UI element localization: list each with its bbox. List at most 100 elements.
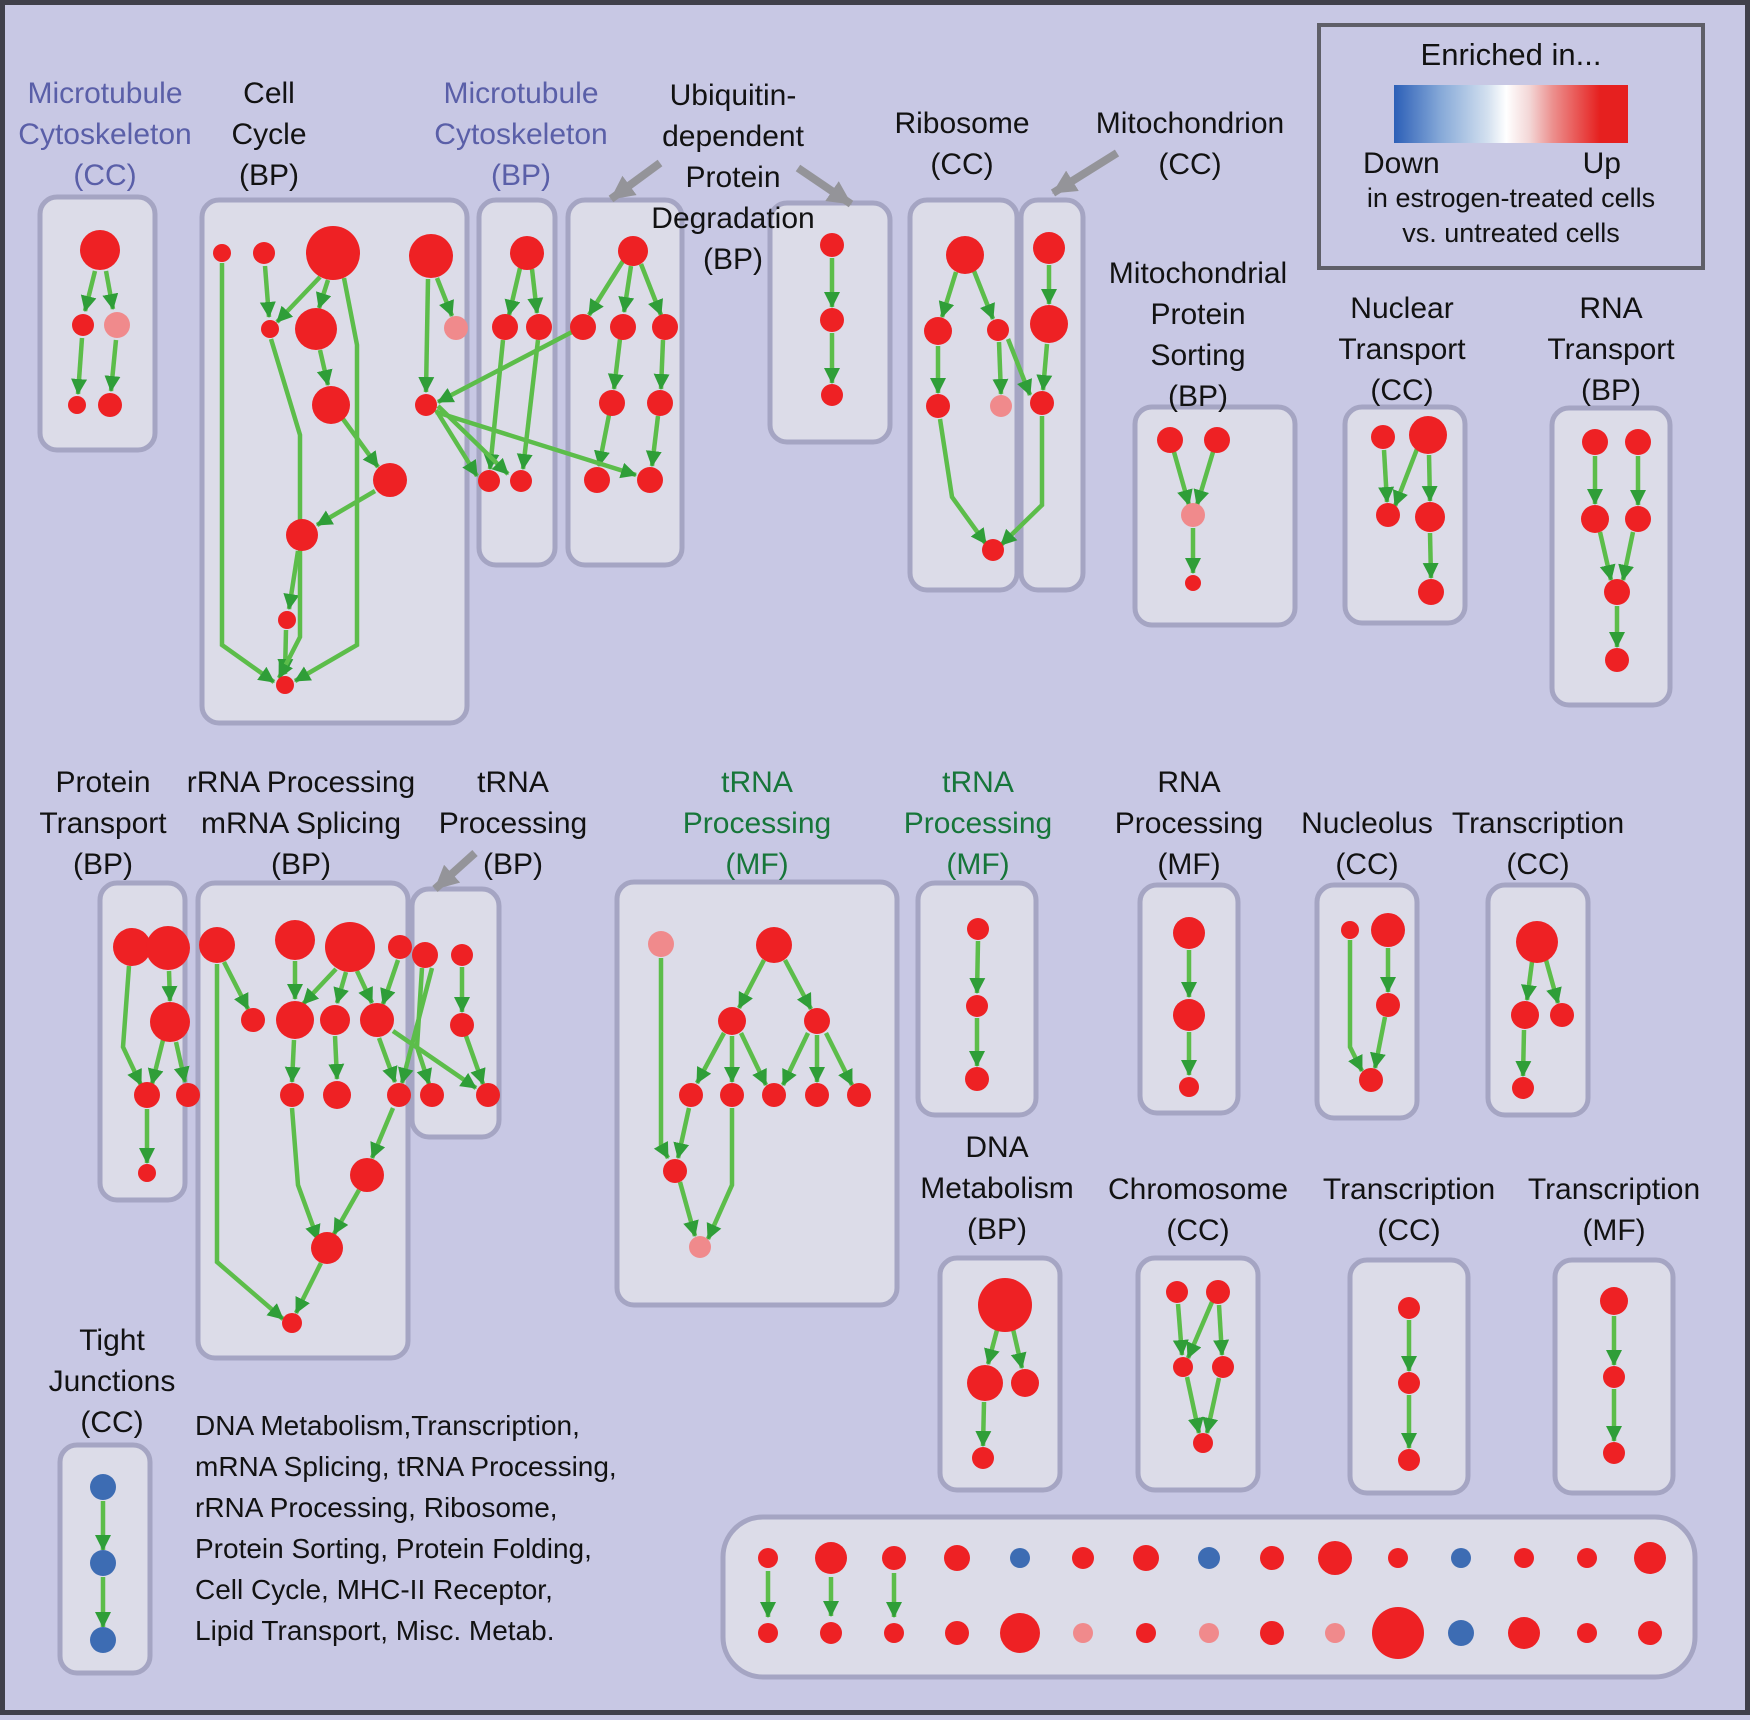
go-term-node	[1603, 1366, 1625, 1388]
go-term-node	[1550, 1003, 1574, 1027]
go-term-node	[756, 927, 792, 963]
go-term-node	[261, 320, 279, 338]
edge-arrow	[1515, 1029, 1532, 1077]
edge-arrow	[737, 958, 766, 1010]
go-term-node	[306, 226, 360, 280]
label-pointer-arrow-icon	[795, 164, 854, 208]
cluster-label-nucleolus-cc: Nucleolus (CC)	[1301, 807, 1433, 881]
go-term-node	[1388, 1548, 1408, 1568]
edge-arrow	[1370, 1016, 1388, 1069]
cluster-label-mitochondrion-cc: Mitochondrion (CC)	[1095, 107, 1285, 181]
go-term-node	[1511, 1001, 1539, 1029]
go-term-node	[80, 230, 120, 270]
edge-arrow	[1184, 1376, 1204, 1434]
edge-arrow	[1597, 531, 1616, 581]
go-term-node	[350, 1158, 384, 1192]
go-term-node	[1206, 1280, 1230, 1304]
edge-arrow	[1185, 1301, 1215, 1359]
edge-arrow	[332, 1188, 361, 1236]
edge-arrow	[418, 278, 435, 393]
go-term-node	[1600, 1287, 1628, 1315]
go-term-node	[90, 1474, 116, 1500]
go-term-node	[1157, 427, 1183, 453]
go-term-node	[924, 317, 952, 345]
misc-clusters-text: DNA Metabolism,Transcription, mRNA Splic…	[195, 1405, 617, 1651]
cluster-label-ubiquitin-degradation-bp-1: Ubiquitin- dependent Protein Degradation…	[651, 79, 815, 276]
edge-arrow	[315, 279, 332, 309]
go-term-node	[1198, 1547, 1220, 1569]
cross-cluster-edge-arrow	[436, 330, 574, 404]
go-term-node	[1030, 391, 1054, 415]
go-term-node	[1398, 1372, 1420, 1394]
go-term-node	[415, 394, 437, 416]
edge-arrow	[1171, 451, 1193, 506]
cross-cluster-edge-arrow	[398, 967, 435, 1084]
edge-arrow	[102, 270, 119, 310]
go-term-node	[510, 470, 532, 492]
edge-arrow	[293, 1261, 324, 1315]
go-term-node	[241, 1008, 265, 1032]
go-term-node	[1181, 503, 1205, 527]
go-term-node	[1000, 1613, 1040, 1653]
go-term-node	[104, 312, 130, 338]
go-term-node	[1260, 1546, 1284, 1570]
go-term-node	[90, 1550, 116, 1576]
edge-arrow	[504, 267, 523, 316]
go-term-node	[1512, 1077, 1534, 1099]
go-term-node	[1398, 1449, 1420, 1471]
go-term-node	[90, 1627, 116, 1653]
cluster-label-dna-metabolism-bp: DNA Metabolism (BP)	[920, 1131, 1074, 1246]
go-term-node	[1204, 427, 1230, 453]
go-term-node	[1341, 921, 1359, 939]
go-term-node	[320, 1005, 350, 1035]
misc-text-line: DNA Metabolism,Transcription,	[195, 1410, 580, 1441]
cross-cluster-edge-arrow	[434, 408, 479, 478]
go-term-node	[323, 1081, 351, 1109]
go-term-node	[972, 1447, 994, 1469]
go-term-node	[1603, 1442, 1625, 1464]
edge-arrow	[354, 970, 375, 1004]
go-term-node	[599, 390, 625, 416]
go-enrichment-network-diagram	[37, 149, 1698, 1680]
edge-arrow	[1392, 448, 1420, 507]
go-term-node	[412, 942, 438, 968]
edge-arrow	[1347, 940, 1365, 1073]
go-term-node	[1359, 1068, 1383, 1092]
go-term-node	[758, 1623, 778, 1643]
edge-arrow	[1378, 449, 1395, 503]
edge-arrow	[214, 964, 285, 1321]
cluster-label-microtubule-cytoskeleton-bp: Microtubule Cytoskeleton (BP)	[434, 77, 608, 192]
go-term-node	[966, 995, 988, 1017]
go-term-node	[276, 1001, 314, 1039]
go-term-node	[526, 314, 552, 340]
legend-subtitle-1: in estrogen-treated cells	[1366, 183, 1656, 213]
go-term-node	[1376, 993, 1400, 1017]
cross-cluster-edge-arrow	[391, 1029, 478, 1090]
go-term-node	[286, 519, 318, 551]
edge-arrow	[120, 965, 144, 1086]
misc-text-line: Lipid Transport, Misc. Metab.	[195, 1615, 555, 1646]
go-term-node	[1010, 1548, 1030, 1568]
go-term-node	[884, 1623, 904, 1643]
go-term-node	[618, 236, 648, 266]
go-term-node	[1212, 1356, 1234, 1378]
edge-arrow	[1010, 1328, 1027, 1369]
cluster-label-rrna-processing-mrna-splicing-bp: rRNA Processing mRNA Splicing (BP)	[186, 766, 416, 881]
edge-arrow	[638, 263, 664, 316]
edge-arrow	[971, 270, 996, 320]
go-term-node	[965, 1067, 989, 1091]
go-term-node	[1604, 579, 1630, 605]
go-term-node	[1448, 1620, 1474, 1646]
go-term-node	[1625, 429, 1651, 455]
go-term-node	[1451, 1548, 1471, 1568]
cluster-label-rna-processing-mf: RNA Processing (MF)	[1114, 766, 1264, 881]
cluster-label-trna-processing-mf-1: tRNA Processing (MF)	[682, 766, 832, 881]
go-term-node	[478, 470, 500, 492]
cluster-label-transcription-cc-mid: Transcription (CC)	[1451, 807, 1625, 881]
go-term-node	[1166, 1281, 1188, 1303]
go-term-node	[113, 928, 151, 966]
go-term-node	[1376, 503, 1400, 527]
go-term-node	[1185, 575, 1201, 591]
go-term-node	[1577, 1623, 1597, 1643]
go-term-node	[720, 1083, 744, 1107]
